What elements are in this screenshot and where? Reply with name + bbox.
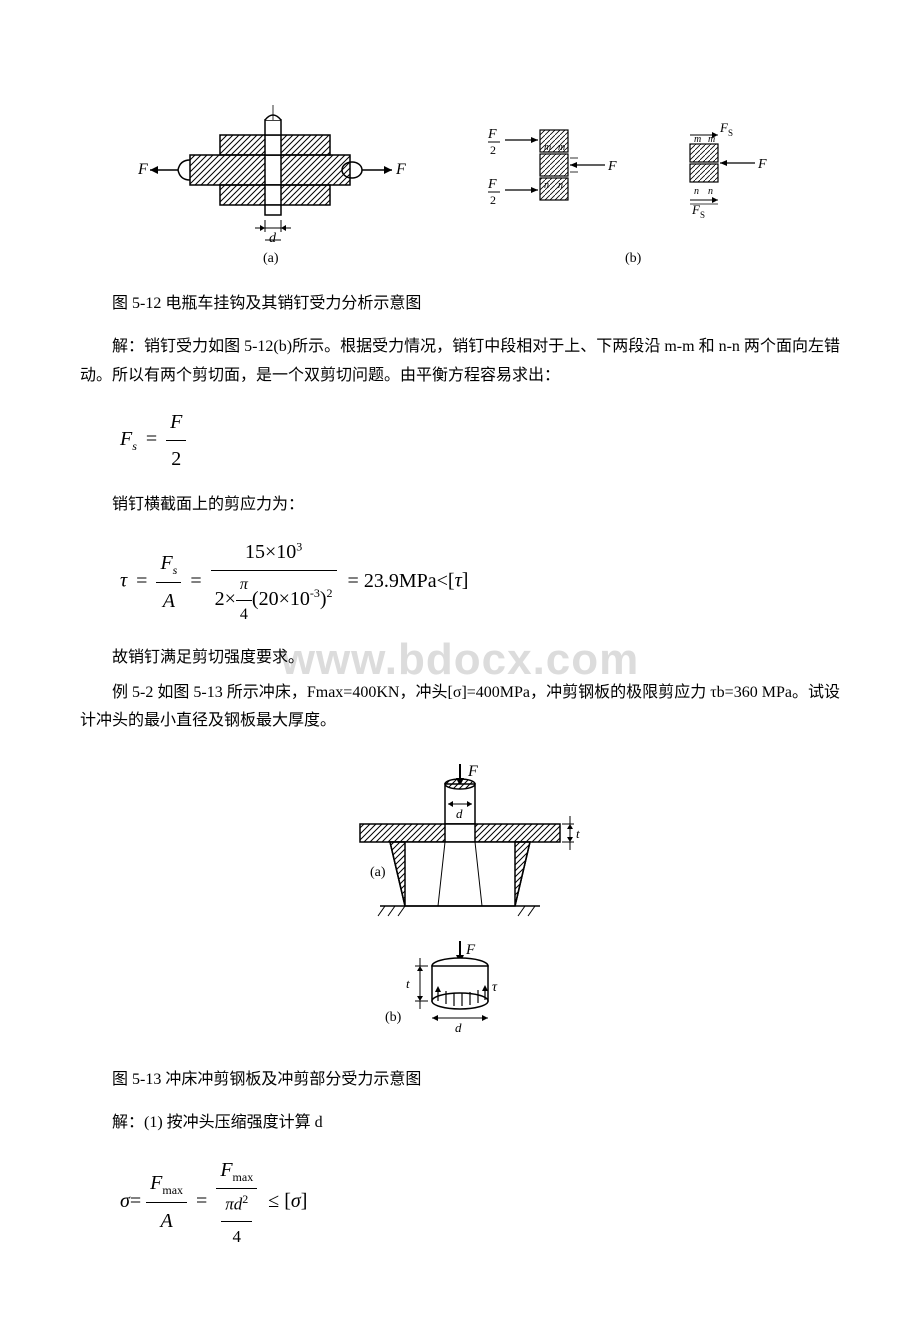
paragraph-3: 故销钉满足剪切强度要求。: [80, 644, 840, 673]
paragraph-2: 销钉横截面上的剪应力为：: [80, 491, 840, 520]
svg-text:F: F: [467, 763, 478, 780]
fig512-m2: m: [558, 142, 565, 153]
svg-text:t: t: [406, 976, 410, 991]
paragraph-4: 例 5-2 如图 5-13 所示冲床，Fmax=400KN，冲头[σ]=400M…: [80, 679, 840, 737]
fig513-caption: 图 5-13 冲床冲剪钢板及冲剪部分受力示意图: [80, 1066, 840, 1095]
fig512-b-svg: m m n n F 2 F 2 F: [470, 100, 790, 270]
svg-text:F: F: [487, 177, 497, 192]
fig512-label-b: (b): [625, 251, 642, 266]
fig512-n2: n: [558, 180, 563, 191]
svg-text:F: F: [487, 127, 497, 142]
svg-text:F: F: [757, 157, 767, 172]
fig512-m1: m: [544, 142, 551, 153]
figure-5-12: F F d (a): [80, 100, 840, 270]
svg-text:F: F: [607, 159, 617, 174]
svg-text:S: S: [728, 128, 733, 138]
figure-5-13: F d t: [80, 756, 840, 1046]
svg-text:n: n: [694, 186, 699, 197]
fig512-F-left: F: [137, 161, 148, 178]
fig512-caption: 图 5-12 电瓶车挂钩及其销钉受力分析示意图: [80, 290, 840, 319]
svg-text:S: S: [700, 210, 705, 220]
svg-text:n: n: [708, 186, 713, 197]
svg-text:d: d: [455, 1020, 462, 1035]
svg-text:τ: τ: [492, 980, 498, 995]
paragraph-5: 解：(1) 按冲头压缩强度计算 d: [80, 1109, 840, 1138]
svg-text:m: m: [694, 134, 701, 145]
fig512-a-svg: F F d (a): [130, 100, 410, 270]
svg-text:2: 2: [490, 143, 496, 157]
formula-2: τ = Fs A = 15×103 2×π4(20×10-3)2 = 23.9M…: [120, 534, 840, 630]
svg-text:2: 2: [490, 193, 496, 207]
paragraph-1: 解：销钉受力如图 5-12(b)所示。根据受力情况，销钉中段相对于上、下两段沿 …: [80, 333, 840, 391]
fig512-d: d: [269, 231, 277, 246]
svg-text:d: d: [456, 806, 463, 821]
fig512-n1: n: [544, 180, 549, 191]
svg-text:(b): (b): [385, 1010, 402, 1025]
svg-text:(a): (a): [370, 865, 386, 880]
fig513-svg: F d t: [330, 756, 590, 1046]
fig512-label-a: (a): [263, 251, 279, 266]
svg-text:t: t: [576, 826, 580, 841]
formula-1: Fs = F 2: [120, 404, 840, 477]
fig512-F-right: F: [395, 161, 406, 178]
svg-text:F: F: [465, 942, 476, 958]
formula-3: σ= Fmax A = Fmax πd2 4 ≤ [σ]: [120, 1152, 840, 1252]
